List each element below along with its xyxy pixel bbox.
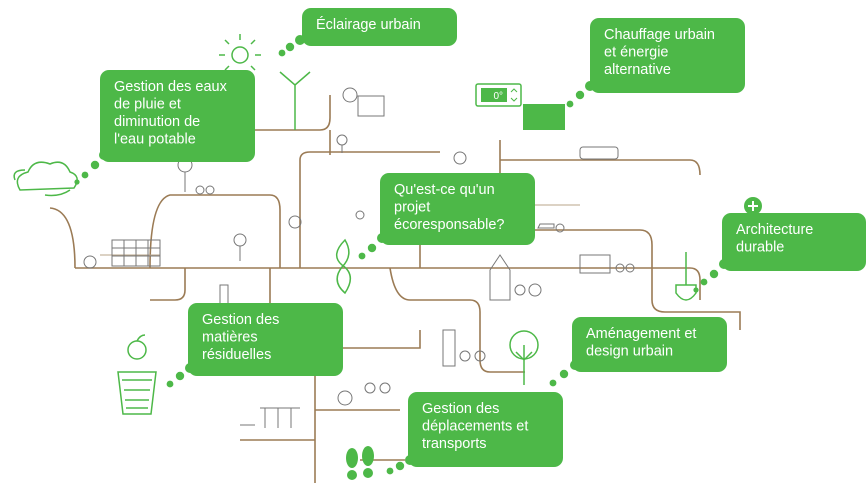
connector-dot	[81, 171, 89, 179]
connector-dot	[386, 467, 394, 475]
connector-dot	[175, 371, 185, 381]
topic-box-bg	[188, 303, 343, 376]
icons: 0°	[13, 34, 762, 480]
connector-dot	[367, 243, 377, 253]
connector-dot	[278, 49, 286, 57]
topic-label: durable	[736, 240, 784, 256]
connector-dot	[693, 287, 699, 293]
topic-box-bg	[722, 213, 866, 271]
topic-label: Gestion des	[422, 401, 499, 417]
connector-dot	[90, 160, 100, 170]
topic-box-bg	[572, 317, 727, 372]
connector-dot	[74, 179, 80, 185]
connector-dot	[395, 461, 405, 471]
streetlight	[279, 71, 311, 130]
topic-label: déplacements et	[422, 419, 528, 435]
topic-label: Chauffage urbain	[604, 27, 715, 43]
topic-label: Gestion des eaux	[114, 79, 228, 95]
topic-label: design urbain	[586, 344, 673, 360]
topic-label: résiduelles	[202, 347, 271, 363]
tree-icon	[509, 330, 539, 385]
apple-icon	[117, 334, 157, 415]
topic-label: Qu'est-ce qu'un	[394, 182, 495, 198]
topic-label: Gestion des	[202, 312, 279, 328]
topic-box-bg	[302, 8, 457, 46]
topic-label: de pluie et	[114, 97, 181, 113]
connector-dot	[559, 369, 569, 379]
thermostat: 0°	[475, 83, 522, 107]
topic-label: écoresponsable?	[394, 217, 504, 233]
topic-label: diminution de	[114, 114, 200, 130]
topic-box: Aménagement et design urbain	[572, 317, 727, 372]
connector-dot	[566, 100, 574, 108]
footprints	[346, 446, 374, 480]
connector-dot	[358, 252, 366, 260]
cloud-icon	[13, 161, 78, 197]
topic-box-bg	[590, 18, 745, 93]
thermostat-display: 0°	[493, 91, 503, 102]
topic-label: transports	[422, 436, 486, 452]
plus-icon	[744, 197, 762, 215]
shovel-icon	[675, 252, 697, 301]
topic-label: Architecture	[736, 222, 813, 238]
connector-dot	[285, 42, 295, 52]
connector-dot	[700, 278, 708, 286]
topic-label: et énergie	[604, 45, 669, 61]
connector-dot	[166, 380, 174, 388]
connector-dot	[575, 90, 585, 100]
topic-label: matières	[202, 330, 258, 346]
topic-label: Aménagement et	[586, 326, 696, 342]
topic-label: l'eau potable	[114, 132, 196, 148]
topic-label: Éclairage urbain	[316, 16, 421, 33]
topic-boxes: Éclairage urbain Chauffage urbain et énerg…	[100, 8, 866, 467]
connector-dot	[709, 269, 719, 279]
topic-box-bg	[100, 70, 255, 162]
topic-label: projet	[394, 200, 430, 216]
connector-dot	[549, 379, 557, 387]
sun-icon	[219, 34, 261, 76]
topic-box-bg	[380, 173, 535, 245]
green-logo	[336, 238, 351, 295]
heater	[523, 104, 565, 130]
topic-box-bg	[408, 392, 563, 467]
topic-box: Architecture durable	[722, 213, 866, 271]
topic-box: Éclairage urbain	[302, 8, 457, 46]
topic-label: alternative	[604, 62, 671, 78]
